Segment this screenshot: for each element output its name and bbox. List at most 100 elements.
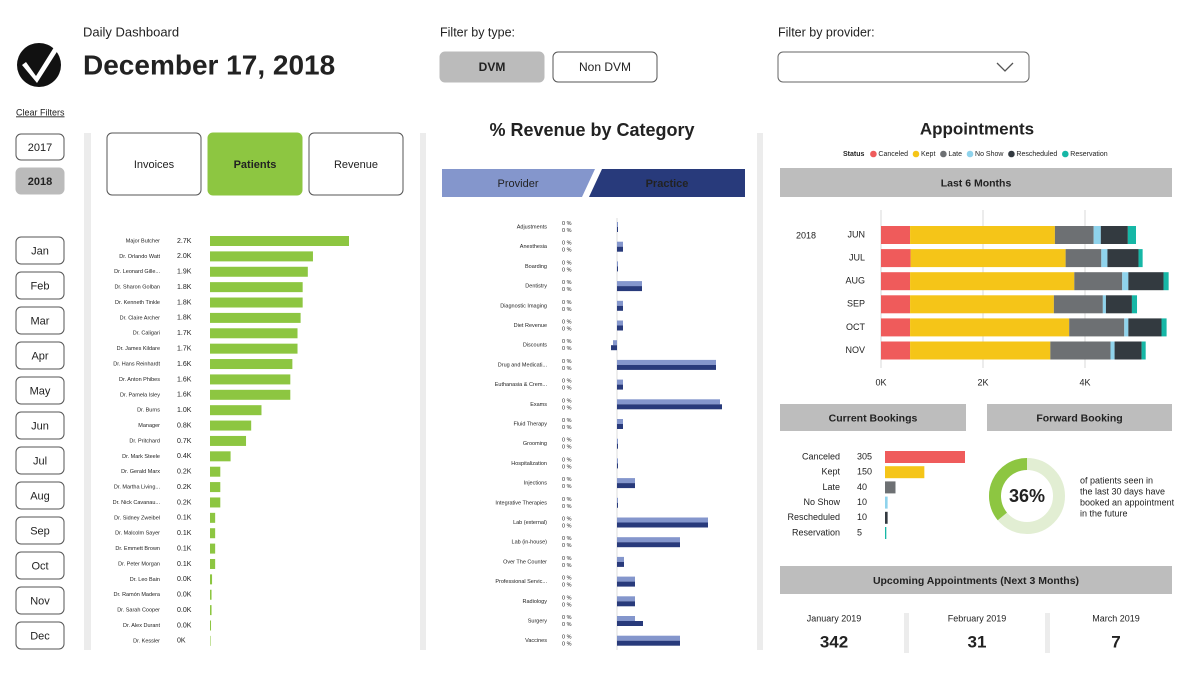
month-button-bg[interactable] <box>15 411 65 440</box>
type-button[interactable]: DVM <box>479 60 506 74</box>
series-tab[interactable] <box>442 169 595 197</box>
type-button-bg[interactable] <box>552 51 658 83</box>
bar <box>617 246 623 252</box>
month-button[interactable]: Feb <box>31 280 50 292</box>
bar <box>210 528 216 539</box>
data-label: 1.7K <box>177 330 192 337</box>
bar-segment <box>910 226 1055 244</box>
type-button[interactable]: Non DVM <box>579 60 631 74</box>
dropdown-box[interactable] <box>777 51 1030 83</box>
tab-button[interactable]: Patients <box>234 159 277 171</box>
bar <box>210 420 252 431</box>
data-label: 10 <box>857 512 867 522</box>
month-button-bg[interactable] <box>15 271 65 300</box>
month-button-bg[interactable] <box>15 516 65 545</box>
bar <box>210 435 247 446</box>
month-button-bg[interactable] <box>15 621 65 650</box>
legend-label[interactable]: Provider <box>498 178 539 190</box>
year-button-bg[interactable] <box>15 133 65 161</box>
y-tick-label: Manager <box>138 423 160 429</box>
bar <box>210 512 216 523</box>
y-tick-label: Dr. Alex Durant <box>123 623 160 629</box>
data-label: 0K <box>177 638 186 645</box>
y-tick-label: JUL <box>849 252 865 262</box>
bar-segment <box>881 341 911 360</box>
month-button[interactable]: Dec <box>30 630 50 642</box>
month-button[interactable]: Nov <box>30 595 50 607</box>
legend-label[interactable]: Practice <box>646 178 689 190</box>
donut-arc <box>989 458 1028 521</box>
data-label: 1.6K <box>177 392 192 399</box>
y-tick-label: Diet Revenue <box>514 323 547 329</box>
bar <box>210 405 262 416</box>
month-button[interactable]: Apr <box>31 350 48 362</box>
data-label: 0 % <box>562 300 572 306</box>
y-tick-label: Dr. Kessler <box>133 638 160 644</box>
tab-button-bg[interactable] <box>308 132 404 196</box>
month-button[interactable]: Aug <box>30 490 50 502</box>
bar <box>885 511 888 524</box>
data-label: 0 % <box>562 497 572 503</box>
bar-segment <box>1161 318 1167 337</box>
type-button-bg[interactable] <box>439 51 545 83</box>
series-tab[interactable] <box>589 169 745 197</box>
subtitle: Daily Dashboard <box>83 24 179 39</box>
y-tick-label: Dr. James Kildare <box>117 346 160 352</box>
month-button-bg[interactable] <box>15 481 65 510</box>
data-label: 0 % <box>562 307 572 313</box>
item-label: January 2019 <box>807 613 862 623</box>
bar <box>617 616 635 621</box>
section-title-band <box>780 566 1172 594</box>
y-tick-label: Dr. Hans Reinhardt <box>113 361 160 367</box>
month-button-bg[interactable] <box>15 306 65 335</box>
year-button[interactable]: 2018 <box>28 176 52 188</box>
bar <box>210 389 291 400</box>
month-button-bg[interactable] <box>15 376 65 405</box>
bar <box>210 497 221 508</box>
y-tick-label: Euthanasia & Crem... <box>495 382 548 388</box>
data-label: 0 % <box>562 346 572 352</box>
bar <box>617 222 618 227</box>
y-tick-label: Over The Counter <box>503 559 547 565</box>
y-tick-label: Dr. Claire Archer <box>120 315 161 321</box>
bar <box>617 424 623 429</box>
month-button[interactable]: Sep <box>30 525 50 537</box>
tab-button-bg[interactable] <box>207 132 303 196</box>
month-button-bg[interactable] <box>15 236 65 265</box>
y-tick-label: Professional Servic... <box>495 579 547 585</box>
year-button[interactable]: 2017 <box>28 142 52 154</box>
data-label: 0 % <box>562 366 572 372</box>
y-tick-label: Dr. Orlando Watt <box>119 254 160 260</box>
month-button-bg[interactable] <box>15 551 65 580</box>
bar <box>611 345 617 351</box>
bar-segment <box>1050 341 1111 360</box>
month-button-bg[interactable] <box>15 586 65 615</box>
data-label: 0.1K <box>177 515 192 522</box>
year-button-bg[interactable] <box>15 167 65 195</box>
month-button-bg[interactable] <box>15 341 65 370</box>
month-button[interactable]: Oct <box>31 560 48 572</box>
bar <box>617 227 618 232</box>
clear-filters[interactable]: Clear Filters <box>16 107 65 117</box>
tab-button[interactable]: Invoices <box>134 159 175 171</box>
y-tick-label: Dr. Sharon Golban <box>114 285 160 291</box>
data-label: 0 % <box>562 228 572 234</box>
bar <box>617 364 716 370</box>
y-tick-label: JUN <box>848 229 866 239</box>
month-button[interactable]: May <box>30 385 51 397</box>
month-button[interactable]: Jul <box>33 455 47 467</box>
month-button-bg[interactable] <box>15 446 65 475</box>
tab-button[interactable]: Revenue <box>334 159 378 171</box>
provider-dropdown[interactable] <box>777 51 1030 83</box>
tab-button-bg[interactable] <box>106 132 202 196</box>
caption: of patients seen in <box>1080 475 1153 485</box>
y-tick-label: AUG <box>845 276 865 286</box>
data-label: 305 <box>857 451 872 461</box>
legend-swatch <box>966 150 974 158</box>
item-value: 342 <box>820 632 848 651</box>
month-button[interactable]: Jan <box>31 245 49 257</box>
bar <box>617 266 618 272</box>
month-button[interactable]: Jun <box>31 420 49 432</box>
month-button[interactable]: Mar <box>31 315 50 327</box>
bar-segment <box>881 226 911 244</box>
